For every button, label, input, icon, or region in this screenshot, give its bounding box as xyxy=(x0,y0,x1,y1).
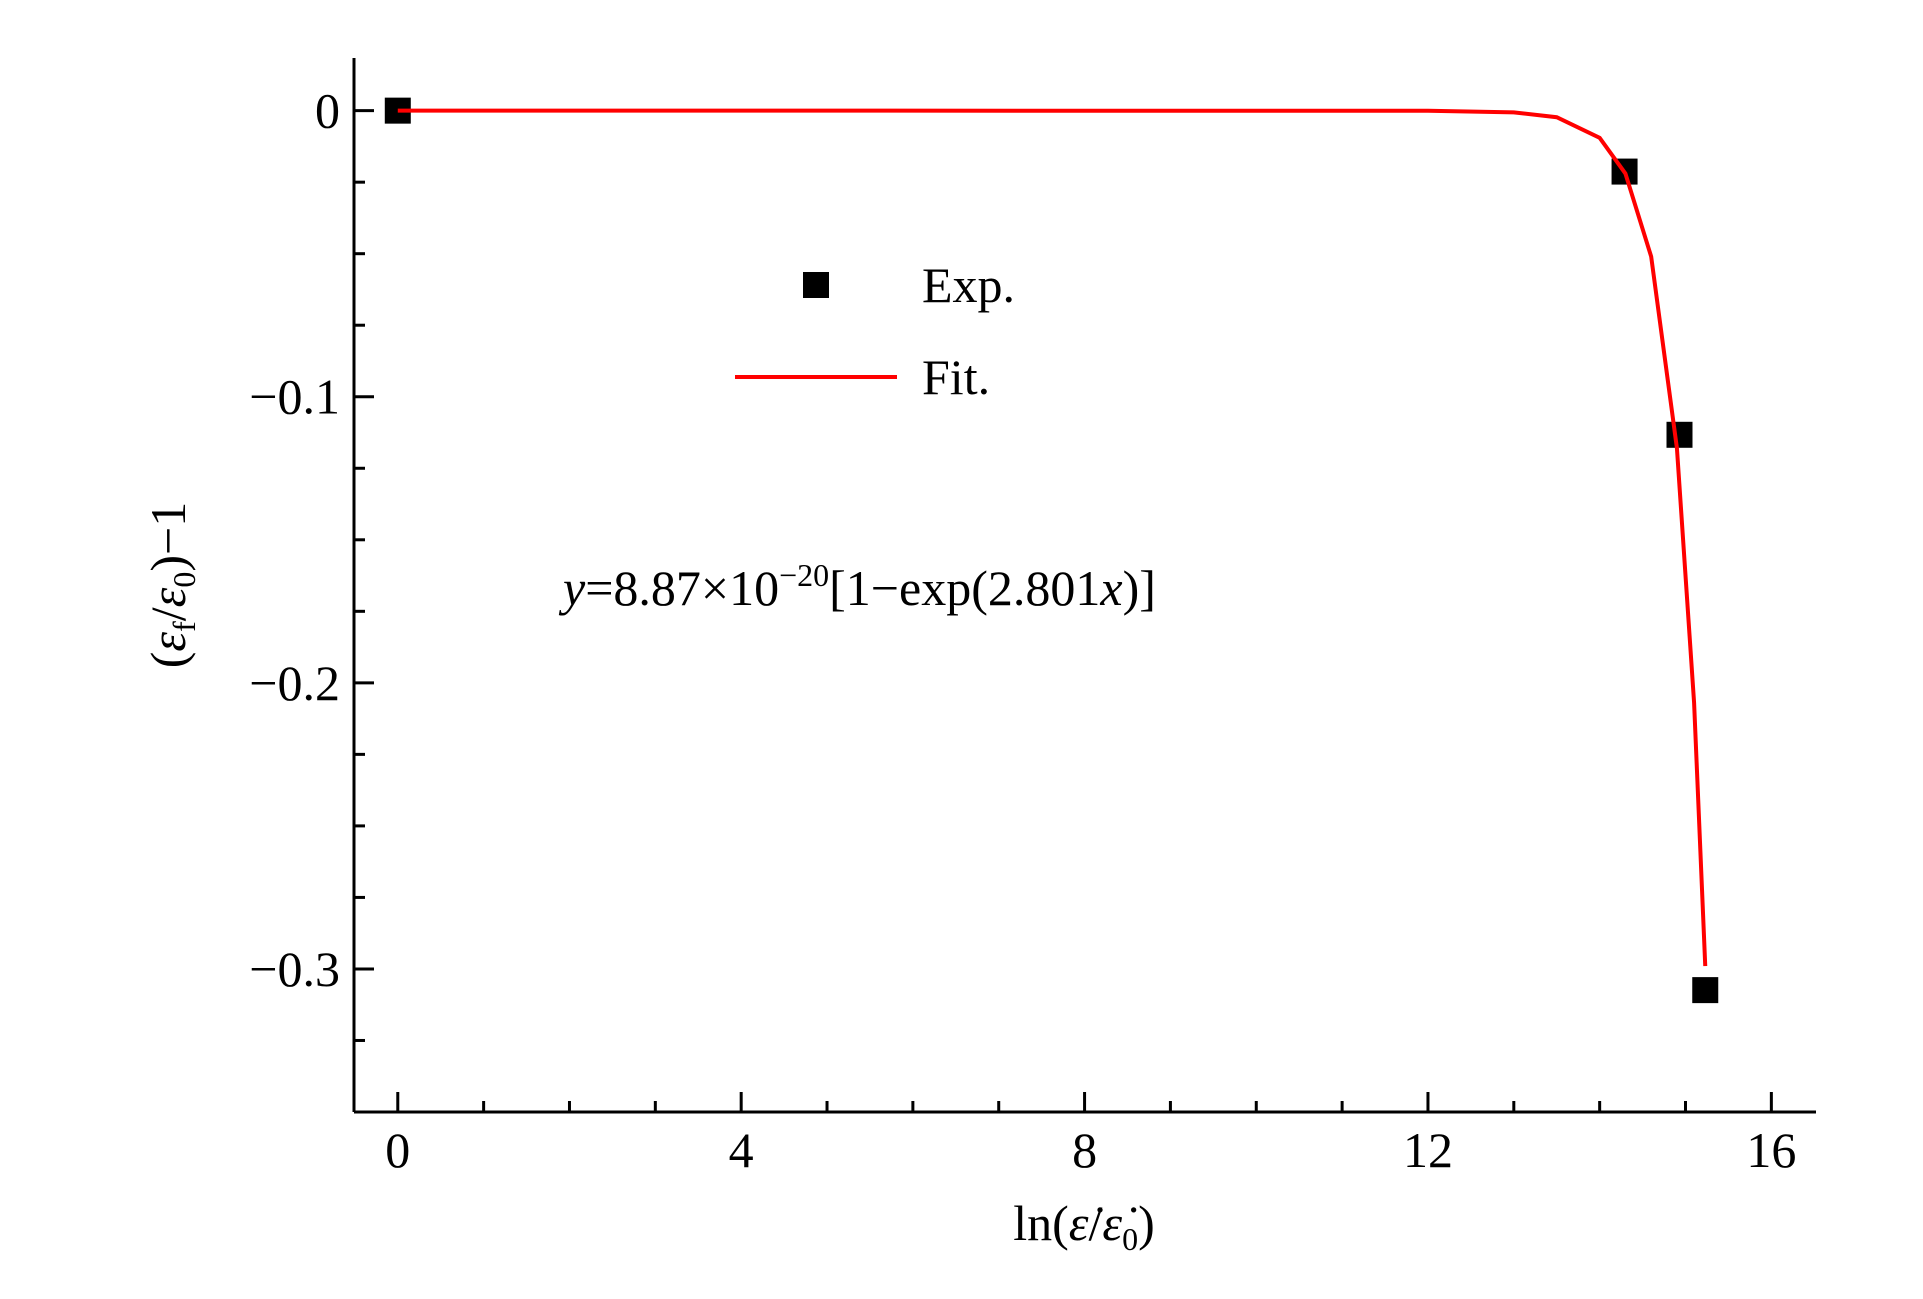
fit-line xyxy=(397,108,1708,967)
y-axis-label-part: 0 xyxy=(166,572,202,588)
y-axis-label-part: f xyxy=(166,621,202,632)
x-tick-label: 4 xyxy=(729,1122,754,1178)
y-tick-label: −0.3 xyxy=(249,941,340,997)
x-tick-label: 0 xyxy=(385,1122,410,1178)
y-axis-label-part: ( xyxy=(140,652,196,669)
y-tick-label: −0.1 xyxy=(249,369,340,425)
y-tick-label: 0 xyxy=(315,83,340,139)
legend-label: Exp. xyxy=(922,257,1015,313)
legend-marker xyxy=(803,272,829,298)
fit-equation-part: =8.87×10 xyxy=(585,560,779,616)
fit-equation-part: )] xyxy=(1123,560,1156,616)
x-tick-label: 8 xyxy=(1072,1122,1097,1178)
fit-equation-part: x xyxy=(1099,560,1122,616)
fit-equation-part: −20 xyxy=(779,557,829,593)
y-axis-label-part: ε xyxy=(140,587,196,607)
x-axis-label-part: / xyxy=(1088,1195,1102,1251)
fit-equation-part: y xyxy=(558,560,586,616)
fit-equation-part: [1−exp(2.801 xyxy=(829,560,1100,616)
data-point xyxy=(1692,977,1719,1004)
x-tick-label: 12 xyxy=(1403,1122,1453,1178)
x-axis-label: ln(ε̇/ε̇0) xyxy=(1013,1195,1155,1257)
y-axis-label-part: )−1 xyxy=(140,502,196,572)
x-axis-label-part: ) xyxy=(1138,1195,1155,1251)
y-axis-label: (εf/ε0)−1 xyxy=(140,502,202,668)
y-axis-label-part: / xyxy=(140,607,196,621)
y-tick-label: −0.2 xyxy=(249,655,340,711)
y-axis-label-part: ε xyxy=(140,632,196,652)
x-tick-label: 16 xyxy=(1746,1122,1796,1178)
data-point xyxy=(1666,421,1693,448)
fit-equation: y=8.87×10−20[1−exp(2.801x)] xyxy=(558,557,1156,616)
x-axis-label-part: ln( xyxy=(1013,1195,1069,1251)
x-axis-label-part: 0 xyxy=(1122,1221,1138,1257)
legend-label: Fit. xyxy=(922,349,990,405)
